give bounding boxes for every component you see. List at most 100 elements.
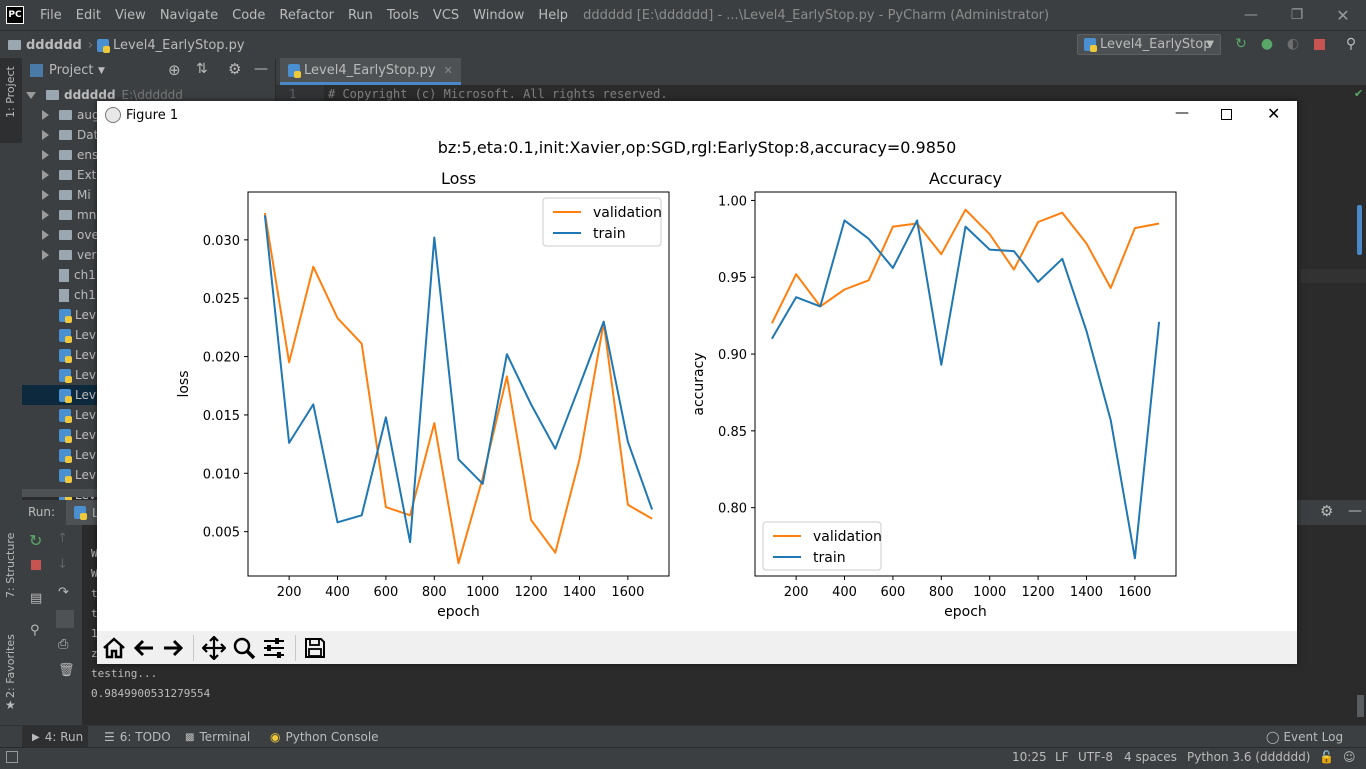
structure-tool-tab[interactable]: 7: Structure	[4, 532, 17, 598]
soft-wrap-icon[interactable]: ↷	[58, 585, 69, 600]
search-icon[interactable]: ⚲	[1345, 36, 1357, 52]
python-interpreter[interactable]: Python 3.6 (dddddd)	[1187, 750, 1311, 764]
caret-position[interactable]: 10:25	[1012, 750, 1047, 764]
hide-icon[interactable]: —	[1348, 503, 1362, 519]
run-configuration-select[interactable]: Level4_EarlyStop ▼	[1077, 34, 1221, 55]
chevron-down-icon: ▼	[1206, 39, 1214, 50]
indent-setting[interactable]: 4 spaces	[1124, 750, 1177, 764]
gear-icon[interactable]: ⚙	[228, 60, 242, 78]
minimize-icon[interactable]: —	[1244, 7, 1258, 23]
tab-python-console[interactable]: ◉ Python Console	[270, 730, 379, 744]
inspector-icon[interactable]: ☺	[1343, 750, 1356, 764]
tool-windows-icon[interactable]	[6, 751, 18, 763]
python-file-icon	[59, 368, 72, 383]
tree-item[interactable]: Ext	[22, 165, 275, 185]
loss-chart[interactable]: Loss 200 400 600 800 1000 1200 1400 1600 0.005 0.0…	[176, 169, 670, 620]
close-icon[interactable]: ✕	[1267, 104, 1281, 123]
tab-todo[interactable]: ☰ 6: TODO	[104, 730, 171, 744]
tree-item[interactable]: ch1	[22, 285, 275, 305]
menu-edit[interactable]: Edit	[75, 7, 101, 23]
scroll-to-end-icon[interactable]	[56, 610, 74, 628]
breadcrumb-file[interactable]: Level4_EarlyStop.py	[97, 38, 245, 53]
menu-file[interactable]: File	[40, 7, 62, 23]
locate-icon[interactable]: ⊕	[168, 61, 181, 79]
menu-tools[interactable]: Tools	[386, 7, 419, 23]
hide-icon[interactable]: —	[254, 61, 268, 77]
tree-item-label: Lev	[75, 408, 96, 422]
tree-item[interactable]: ens	[22, 145, 275, 165]
pin-icon[interactable]: ⚲	[30, 623, 40, 638]
project-tool-tab[interactable]: 1: Project	[0, 58, 22, 143]
rerun-icon[interactable]: ↻	[1235, 36, 1247, 52]
zoom-icon[interactable]	[230, 634, 258, 662]
home-icon[interactable]	[100, 634, 128, 662]
collapse-all-icon[interactable]: ⇅	[196, 61, 208, 77]
y-axis-label: accuracy	[691, 352, 707, 415]
line-separator[interactable]: LF	[1055, 750, 1069, 764]
tree-item[interactable]: mn	[22, 205, 275, 225]
coverage-icon[interactable]: ◐	[1286, 36, 1300, 52]
tree-item[interactable]: Lev	[22, 325, 275, 345]
stop-icon[interactable]	[1311, 36, 1327, 52]
chevron-down-icon[interactable]: ▼	[98, 66, 105, 76]
tab-event-log[interactable]: ◯ Event Log	[1266, 730, 1344, 744]
debug-icon[interactable]: ●	[1260, 36, 1274, 52]
tree-item[interactable]: ver	[22, 245, 275, 265]
stop-icon[interactable]	[31, 560, 41, 570]
tree-item-label: Lev	[75, 328, 96, 342]
tree-item[interactable]: Mi	[22, 185, 275, 205]
console-scrollbar[interactable]	[1357, 695, 1364, 717]
menu-help[interactable]: Help	[538, 7, 569, 23]
tree-item[interactable]: Lev	[22, 365, 275, 385]
tree-item[interactable]: Lev	[22, 345, 275, 365]
menu-vcs[interactable]: VCS	[432, 7, 460, 23]
tree-root[interactable]: dddddd E:\dddddd	[22, 85, 275, 105]
tree-item[interactable]: Lev	[22, 445, 275, 465]
breadcrumb-project[interactable]: dddddd	[8, 38, 82, 53]
restore-icon[interactable]: ❐	[1290, 7, 1304, 23]
accuracy-chart[interactable]: Accuracy 200 400 600 800 1000 1200 1400 1600 0.80…	[691, 169, 1177, 620]
figure-canvas[interactable]: bz:5,eta:0.1,init:Xavier,op:SGD,rgl:Earl…	[97, 131, 1297, 631]
menu-refactor[interactable]: Refactor	[279, 7, 334, 23]
editor-tab[interactable]: Level4_EarlyStop.py ✕	[280, 58, 461, 85]
minimize-icon[interactable]: —	[1175, 105, 1189, 121]
print-icon[interactable]: ⎙	[58, 637, 69, 652]
menu-navigate[interactable]: Navigate	[159, 7, 219, 23]
forward-icon[interactable]	[159, 634, 187, 662]
project-panel-title[interactable]: Project	[49, 63, 94, 78]
rerun-icon[interactable]: ↻	[29, 531, 43, 550]
tree-item[interactable]: aug	[22, 105, 275, 125]
menu-code[interactable]: Code	[232, 7, 266, 23]
configure-icon[interactable]	[260, 634, 288, 662]
layout-icon[interactable]: ▤	[30, 591, 43, 606]
menu-window[interactable]: Window	[473, 7, 525, 23]
lock-icon[interactable]: 🔓	[1319, 750, 1334, 764]
tree-item[interactable]: Lev	[22, 425, 275, 445]
console-line: 0.9849900531279554	[91, 687, 211, 700]
up-arrow-icon[interactable]: ↑	[57, 531, 68, 546]
back-icon[interactable]	[130, 634, 158, 662]
file-encoding[interactable]: UTF-8	[1078, 750, 1113, 764]
tree-item[interactable]: Dat	[22, 125, 275, 145]
save-icon[interactable]	[301, 634, 329, 662]
menu-run[interactable]: Run	[347, 7, 373, 23]
close-icon[interactable]: ✕	[1336, 5, 1350, 25]
trash-icon[interactable]: 🗑	[58, 663, 75, 678]
tree-item-label: ver	[77, 248, 97, 262]
menu-view[interactable]: View	[114, 7, 146, 23]
code-line: # Copyright (c) Microsoft. All rights re…	[328, 87, 668, 101]
close-tab-icon[interactable]: ✕	[443, 63, 453, 77]
editor-scrollbar[interactable]	[1357, 205, 1362, 255]
tree-item[interactable]: ove	[22, 225, 275, 245]
pan-icon[interactable]	[200, 634, 228, 662]
favorites-tool-tab[interactable]: 2: Favorites	[4, 634, 17, 698]
tree-item[interactable]: Lev	[22, 305, 275, 325]
down-arrow-icon[interactable]: ↓	[57, 557, 68, 572]
tab-run[interactable]: ▶ 4: Run	[22, 726, 88, 748]
tree-item[interactable]: ch1	[22, 265, 275, 285]
tree-item[interactable]: Lev	[22, 465, 275, 485]
gear-icon[interactable]: ⚙	[1320, 502, 1334, 520]
tree-item[interactable]: Lev	[22, 405, 275, 425]
tab-terminal[interactable]: ▩ Terminal	[185, 730, 251, 744]
maximize-icon[interactable]	[1221, 109, 1232, 120]
